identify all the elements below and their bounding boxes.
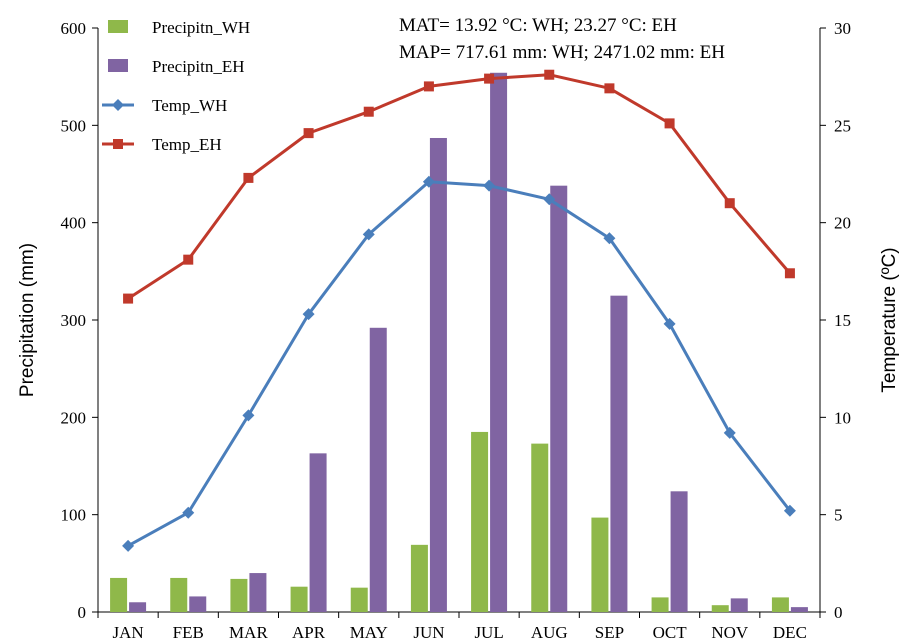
x-tick-label: JUL <box>474 623 503 642</box>
point-temp-eh <box>303 128 314 139</box>
x-tick-label: JUN <box>413 623 444 642</box>
left-tick-label: 0 <box>78 603 87 622</box>
right-axis-title: Temperature (ºC) <box>879 247 900 392</box>
bar-precipitn-wh <box>170 577 188 612</box>
legend-label-temp-eh: Temp_EH <box>152 135 222 154</box>
bar-precipitn-wh <box>410 544 428 612</box>
x-tick-label: APR <box>292 623 326 642</box>
line-temp-wh <box>127 180 792 548</box>
point-temp-eh <box>604 83 615 94</box>
lines-layer <box>122 69 796 552</box>
point-temp-wh <box>182 506 195 519</box>
right-tick-label: 25 <box>834 116 851 135</box>
bar-precipitn-eh <box>369 327 387 612</box>
left-tick-label: 100 <box>61 506 87 525</box>
bar-precipitn-wh <box>651 597 669 612</box>
right-tick-label: 10 <box>834 408 851 427</box>
point-temp-wh <box>362 228 375 241</box>
right-tick-label: 0 <box>834 603 843 622</box>
left-tick-label: 500 <box>61 116 87 135</box>
left-tick-label: 200 <box>61 408 87 427</box>
right-tick-label: 30 <box>834 19 851 38</box>
point-temp-wh <box>663 317 676 330</box>
bar-precipitn-eh <box>550 185 568 612</box>
point-temp-eh <box>784 268 795 279</box>
bar-precipitn-eh <box>610 295 628 612</box>
point-temp-eh <box>664 118 675 129</box>
right-tick-label: 20 <box>834 214 851 233</box>
point-temp-eh <box>484 73 495 84</box>
legend-marker-temp-wh <box>112 99 124 111</box>
bar-precipitn-eh <box>429 137 447 612</box>
bar-precipitn-wh <box>771 597 789 612</box>
legend-swatch-precipitn-eh <box>108 59 128 72</box>
axes-layer <box>92 27 826 618</box>
point-temp-eh <box>243 172 254 183</box>
annotation-map: MAP= 717.61 mm: WH; 2471.02 mm: EH <box>399 42 725 63</box>
x-tick-label: MAR <box>229 623 268 642</box>
point-temp-eh <box>123 293 134 304</box>
point-temp-wh <box>783 504 796 517</box>
right-tick-label: 5 <box>834 506 843 525</box>
legend-label-temp-wh: Temp_WH <box>152 96 227 115</box>
point-temp-eh <box>183 254 194 265</box>
point-temp-wh <box>543 193 556 206</box>
point-temp-wh <box>603 232 616 245</box>
labels-layer: 0 100 200 300 400 500 600 0 5 10 15 20 25 30 JAN FEB MAR… <box>17 19 900 642</box>
legend-marker-temp-eh <box>113 139 123 149</box>
bar-precipitn-eh <box>490 72 508 613</box>
left-tick-label: 600 <box>61 19 87 38</box>
legend-label-precipitn-eh: Precipitn_EH <box>152 57 245 76</box>
left-tick-label: 400 <box>61 214 87 233</box>
point-temp-wh <box>122 539 135 552</box>
bar-precipitn-wh <box>471 431 489 612</box>
bar-precipitn-eh <box>249 573 267 612</box>
x-tick-label: SEP <box>595 623 624 642</box>
bar-precipitn-eh <box>309 453 327 612</box>
x-tick-label: DEC <box>773 623 807 642</box>
x-tick-label: AUG <box>531 623 568 642</box>
left-tick-label: 300 <box>61 311 87 330</box>
line-temp-eh <box>127 73 792 300</box>
legend: Precipitn_WH Precipitn_EH Temp_WH Temp_EH <box>102 18 250 154</box>
point-temp-wh <box>723 426 736 439</box>
x-tick-label: MAY <box>350 623 388 642</box>
point-temp-wh <box>422 175 435 188</box>
x-tick-label: FEB <box>173 623 204 642</box>
right-tick-label: 15 <box>834 311 851 330</box>
annotation-mat: MAT= 13.92 °C: WH; 23.27 °C: EH <box>399 15 677 36</box>
x-tick-label: OCT <box>653 623 688 642</box>
annotations: MAT= 13.92 °C: WH; 23.27 °C: EH MAP= 717.… <box>399 15 725 63</box>
point-temp-eh <box>363 106 374 117</box>
bar-precipitn-wh <box>591 517 609 612</box>
bar-precipitn-wh <box>350 587 368 612</box>
legend-label-precipitn-wh: Precipitn_WH <box>152 18 250 37</box>
bar-precipitn-wh <box>531 443 549 612</box>
x-tick-label: JAN <box>112 623 143 642</box>
bar-precipitn-wh <box>110 577 128 612</box>
point-temp-wh <box>302 308 315 321</box>
point-temp-eh <box>423 81 434 92</box>
bar-precipitn-eh <box>189 596 207 612</box>
bar-precipitn-eh <box>670 491 688 612</box>
bar-precipitn-eh <box>730 598 748 612</box>
legend-swatch-precipitn-wh <box>108 20 128 33</box>
bars-layer <box>110 72 808 613</box>
bar-precipitn-eh <box>790 607 808 612</box>
point-temp-wh <box>242 409 255 422</box>
bar-precipitn-eh <box>129 602 147 612</box>
point-temp-wh <box>483 179 496 192</box>
bar-precipitn-wh <box>290 586 308 612</box>
point-temp-eh <box>724 198 735 209</box>
point-temp-eh <box>544 69 555 80</box>
bar-precipitn-wh <box>230 578 248 612</box>
bar-precipitn-wh <box>711 605 729 612</box>
left-axis-title: Precipitation (mm) <box>17 243 38 397</box>
x-tick-label: NOV <box>711 623 749 642</box>
